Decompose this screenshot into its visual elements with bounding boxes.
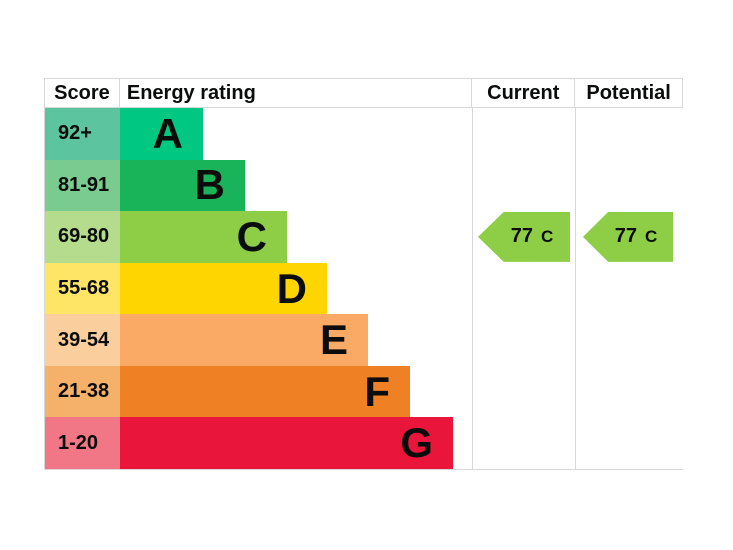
band-bar-c: C [120,211,287,263]
score-range-a: 92+ [45,108,120,160]
header-energy-rating: Energy rating [126,81,256,104]
table-header-row: Score Energy rating Current Potential [45,79,682,108]
potential-column [575,108,683,469]
current-rating-value: 77 [510,225,533,248]
band-row-b: 81-91 B [45,159,472,212]
header-potential: Potential [574,79,682,107]
band-row-f: 21-38 F [45,365,472,418]
potential-rating-value: 77 [614,225,637,248]
band-bar-d: D [120,262,327,315]
band-bar-e: E [120,314,368,366]
band-bar-a: A [120,108,203,160]
band-row-d: 55-68 D [45,262,472,315]
header-current: Current [471,79,574,107]
potential-rating-band: C [644,226,658,246]
epc-table: Score Energy rating Current Potential 92… [44,78,683,470]
band-bar-g: G [120,417,453,470]
band-row-c: 69-80 C [45,211,472,263]
band-bar-f: F [120,365,410,418]
band-row-a: 92+ A [45,108,472,160]
score-range-c: 69-80 [45,211,120,263]
score-range-e: 39-54 [45,314,120,366]
score-range-g: 1-20 [45,417,120,470]
header-score: Score [45,79,120,107]
current-rating-band: C [540,226,554,246]
band-row-g: 1-20 G [45,417,472,470]
band-rows: 92+ A 81-91 B 69-80 C 55-68 D 39-54 E 21-38 F 1-20 G [45,108,472,470]
score-range-f: 21-38 [45,365,120,418]
current-column [472,108,575,469]
score-range-b: 81-91 [45,159,120,212]
band-bar-b: B [120,159,245,212]
band-row-e: 39-54 E [45,314,472,366]
table-body: 92+ A 81-91 B 69-80 C 55-68 D 39-54 E 21-38 F 1-20 G … [45,108,683,470]
score-range-d: 55-68 [45,262,120,315]
